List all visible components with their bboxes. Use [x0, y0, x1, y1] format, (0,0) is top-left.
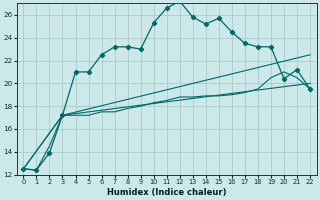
X-axis label: Humidex (Indice chaleur): Humidex (Indice chaleur): [107, 188, 227, 197]
